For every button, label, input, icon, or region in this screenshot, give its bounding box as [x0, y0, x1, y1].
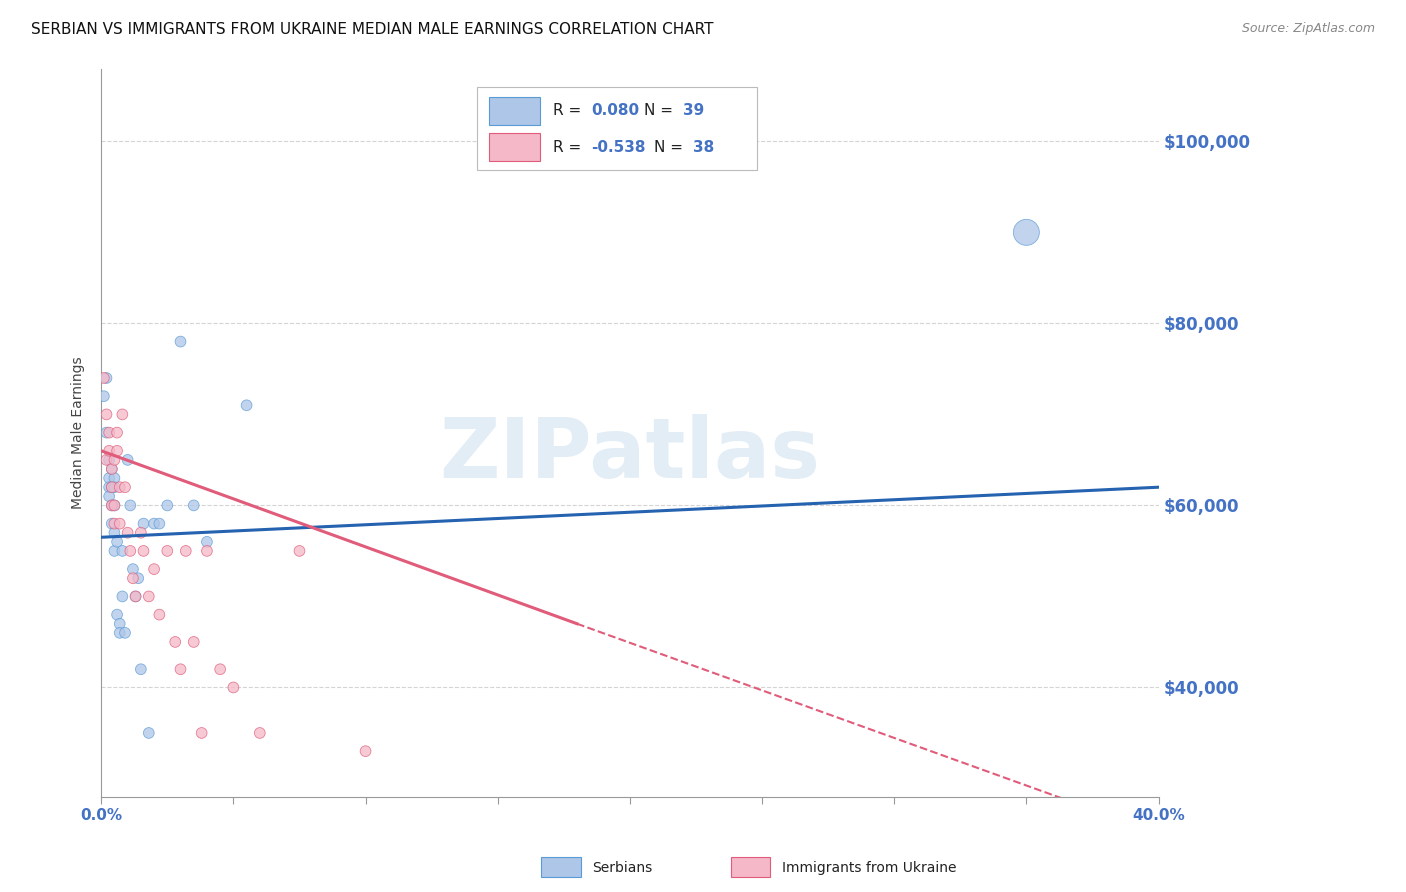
Point: [108, 616, 131, 631]
Point: [124, 590, 146, 604]
Point: [101, 462, 124, 476]
Point: [98, 471, 121, 485]
Point: [127, 571, 149, 585]
Text: 38: 38: [693, 140, 714, 154]
Point: [98, 425, 121, 440]
Text: 39: 39: [683, 103, 704, 119]
Point: [108, 480, 131, 494]
Point: [132, 516, 155, 531]
Point: [111, 544, 134, 558]
Point: [122, 571, 145, 585]
Point: [174, 544, 197, 558]
Point: [98, 453, 121, 467]
Y-axis label: Median Male Earnings: Median Male Earnings: [72, 356, 86, 509]
Point: [354, 744, 377, 758]
Text: R =: R =: [553, 103, 586, 119]
Point: [165, 635, 187, 649]
Point: [105, 534, 128, 549]
Point: [148, 516, 170, 531]
Point: [103, 525, 125, 540]
Point: [183, 635, 205, 649]
Point: [96, 425, 118, 440]
Point: [122, 562, 145, 576]
Point: [103, 516, 125, 531]
Point: [103, 480, 125, 494]
Point: [143, 562, 166, 576]
Point: [105, 425, 128, 440]
Point: [143, 516, 166, 531]
Point: [103, 453, 125, 467]
Point: [138, 590, 160, 604]
Point: [103, 544, 125, 558]
Point: [101, 499, 124, 513]
Point: [148, 607, 170, 622]
Point: [132, 544, 155, 558]
Point: [114, 625, 136, 640]
Point: [117, 453, 139, 467]
Point: [101, 499, 124, 513]
Point: [156, 544, 179, 558]
Point: [156, 499, 179, 513]
Point: [101, 516, 124, 531]
Point: [117, 525, 139, 540]
FancyBboxPatch shape: [489, 97, 540, 125]
Point: [96, 453, 118, 467]
Point: [103, 499, 125, 513]
Text: N =: N =: [654, 140, 688, 154]
Text: 0.080: 0.080: [591, 103, 638, 119]
Point: [1015, 225, 1038, 239]
Point: [96, 371, 118, 385]
Point: [183, 499, 205, 513]
Point: [120, 544, 142, 558]
Point: [103, 499, 125, 513]
FancyBboxPatch shape: [477, 87, 756, 170]
Point: [103, 471, 125, 485]
Point: [195, 544, 218, 558]
Point: [129, 525, 152, 540]
Point: [101, 462, 124, 476]
Text: SERBIAN VS IMMIGRANTS FROM UKRAINE MEDIAN MALE EARNINGS CORRELATION CHART: SERBIAN VS IMMIGRANTS FROM UKRAINE MEDIA…: [31, 22, 713, 37]
Point: [108, 516, 131, 531]
Point: [111, 408, 134, 422]
Point: [111, 590, 134, 604]
Point: [114, 480, 136, 494]
Point: [108, 625, 131, 640]
Point: [138, 726, 160, 740]
Point: [195, 534, 218, 549]
Point: [93, 371, 115, 385]
Point: [235, 398, 257, 412]
Point: [93, 389, 115, 403]
Text: -0.538: -0.538: [591, 140, 645, 154]
Point: [101, 480, 124, 494]
Point: [98, 489, 121, 503]
Point: [169, 334, 191, 349]
Text: R =: R =: [553, 140, 586, 154]
Text: Immigrants from Ukraine: Immigrants from Ukraine: [782, 861, 956, 875]
Point: [105, 443, 128, 458]
Point: [190, 726, 212, 740]
FancyBboxPatch shape: [489, 133, 540, 161]
Point: [124, 590, 146, 604]
Text: N =: N =: [644, 103, 678, 119]
Point: [249, 726, 271, 740]
Point: [120, 499, 142, 513]
Text: Serbians: Serbians: [592, 861, 652, 875]
Point: [98, 480, 121, 494]
Point: [98, 443, 121, 458]
Point: [96, 408, 118, 422]
Point: [169, 662, 191, 676]
Point: [288, 544, 311, 558]
Point: [222, 681, 245, 695]
Text: Source: ZipAtlas.com: Source: ZipAtlas.com: [1241, 22, 1375, 36]
Text: ZIPatlas: ZIPatlas: [440, 414, 820, 495]
Point: [129, 662, 152, 676]
Point: [101, 480, 124, 494]
Point: [209, 662, 232, 676]
Point: [105, 607, 128, 622]
